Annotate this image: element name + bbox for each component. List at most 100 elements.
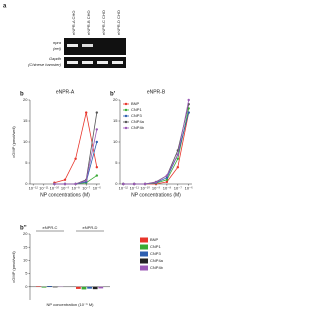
y-tick-label: 15: [23, 118, 28, 123]
legend-swatch: [140, 258, 148, 264]
row-label: npra: [53, 40, 62, 45]
y-tick-label: 10: [113, 139, 118, 144]
data-point: [165, 176, 169, 179]
data-point: [122, 182, 125, 186]
legend-marker: [124, 120, 128, 124]
x-tick-label: 10⁻⁷: [82, 186, 91, 191]
data-point: [85, 179, 88, 182]
legend-swatch: [140, 244, 148, 250]
bar: [92, 286, 98, 290]
gel-gapdh: [64, 57, 126, 68]
chart-title: eNPR-A: [56, 89, 75, 95]
y-tick-label: 5: [25, 160, 28, 165]
x-tick-label: 10⁻¹²: [29, 186, 39, 191]
bar: [41, 286, 47, 288]
legend-marker: [124, 108, 128, 112]
data-point: [74, 157, 77, 160]
bar: [47, 286, 52, 287]
bar: [87, 286, 92, 289]
data-point: [176, 157, 180, 160]
series-line: [54, 112, 98, 184]
lane-label: eNPR-A CHO: [71, 11, 76, 35]
data-point: [95, 140, 99, 144]
lane-label: eNPR-C CHO: [101, 10, 106, 35]
x-axis-label: NP concentration (10⁻⁶ M): [46, 302, 94, 307]
data-point: [95, 166, 99, 169]
panel-letter: b: [20, 92, 24, 98]
legend-label: BNP: [131, 101, 140, 106]
y-tick-label: 5: [115, 160, 118, 165]
bar: [98, 286, 104, 289]
data-point: [165, 174, 169, 177]
bar: [36, 286, 41, 287]
legend-marker: [124, 102, 128, 106]
x-tick-label: 10⁻⁶: [185, 186, 194, 191]
lane-label: eNPR-D CHO: [116, 10, 121, 35]
x-axis-label: NP concentrations (M): [131, 192, 181, 198]
data-point: [63, 178, 67, 181]
legend-swatch: [140, 265, 148, 271]
data-point: [165, 178, 169, 181]
band: [67, 61, 78, 64]
data-point: [165, 180, 169, 184]
data-point: [85, 111, 88, 114]
band: [112, 61, 123, 64]
data-point: [176, 166, 180, 169]
data-point: [95, 128, 99, 131]
row-label: Gapdh: [49, 56, 62, 61]
y-tick-label: 20: [23, 97, 28, 102]
legend-label: CNP3: [131, 113, 142, 118]
group-label: eNPR-C: [43, 225, 58, 230]
data-point: [154, 181, 158, 184]
y-tick-label: 0: [115, 181, 118, 186]
legend-label: CNP1: [131, 107, 142, 112]
y-tick-label: 10: [23, 257, 28, 262]
data-point: [74, 182, 77, 186]
series-line: [54, 112, 98, 185]
y-tick-label: 10: [23, 139, 28, 144]
y-tick-label: 20: [113, 97, 118, 102]
band: [82, 44, 93, 47]
series-line: [54, 129, 98, 185]
panel-letter: b': [110, 92, 116, 98]
x-tick-label: 10⁻⁹: [152, 186, 161, 191]
band: [97, 61, 108, 64]
panel-letter: a: [3, 4, 7, 10]
x-tick-label: 10⁻⁸: [71, 186, 80, 191]
legend-label: CNP1: [150, 244, 161, 249]
x-tick-label: 10⁻¹¹: [39, 186, 49, 191]
legend-label: CNP3: [150, 251, 161, 256]
y-axis-label: cGMP (pmol/well): [11, 251, 16, 283]
x-tick-label: 10⁻⁸: [163, 186, 172, 191]
bar: [52, 286, 58, 288]
y-tick-label: 0: [25, 284, 28, 289]
gel-npra: [64, 38, 126, 55]
band: [82, 61, 93, 64]
y-tick-label: 15: [113, 118, 118, 123]
data-point: [63, 182, 67, 186]
legend-label: CNP4b: [150, 265, 164, 270]
data-point: [187, 98, 190, 102]
series-line: [54, 175, 98, 185]
data-point: [143, 182, 147, 186]
row-label: (eel): [53, 46, 62, 51]
data-point: [132, 182, 136, 186]
y-tick-label: 20: [23, 231, 28, 236]
y-tick-label: 5: [25, 271, 28, 276]
x-tick-label: 10⁻¹⁰: [50, 186, 60, 191]
y-axis-label: cGMP (pmol/well): [11, 126, 16, 158]
x-tick-label: 10⁻¹⁰: [140, 186, 150, 191]
data-point: [176, 153, 180, 156]
band: [67, 44, 78, 47]
lane-label: eNPR-B CHO: [86, 10, 91, 35]
y-tick-label: 0: [25, 181, 28, 186]
legend-label: CNP4a: [150, 258, 164, 263]
x-tick-label: 10⁻⁶: [93, 186, 102, 191]
x-tick-label: 10⁻¹²: [119, 186, 129, 191]
data-point: [95, 174, 99, 177]
bar: [76, 286, 81, 289]
legend-marker: [124, 126, 128, 130]
legend-swatch: [140, 251, 148, 257]
data-point: [95, 111, 99, 114]
x-tick-label: 10⁻⁹: [61, 186, 70, 191]
